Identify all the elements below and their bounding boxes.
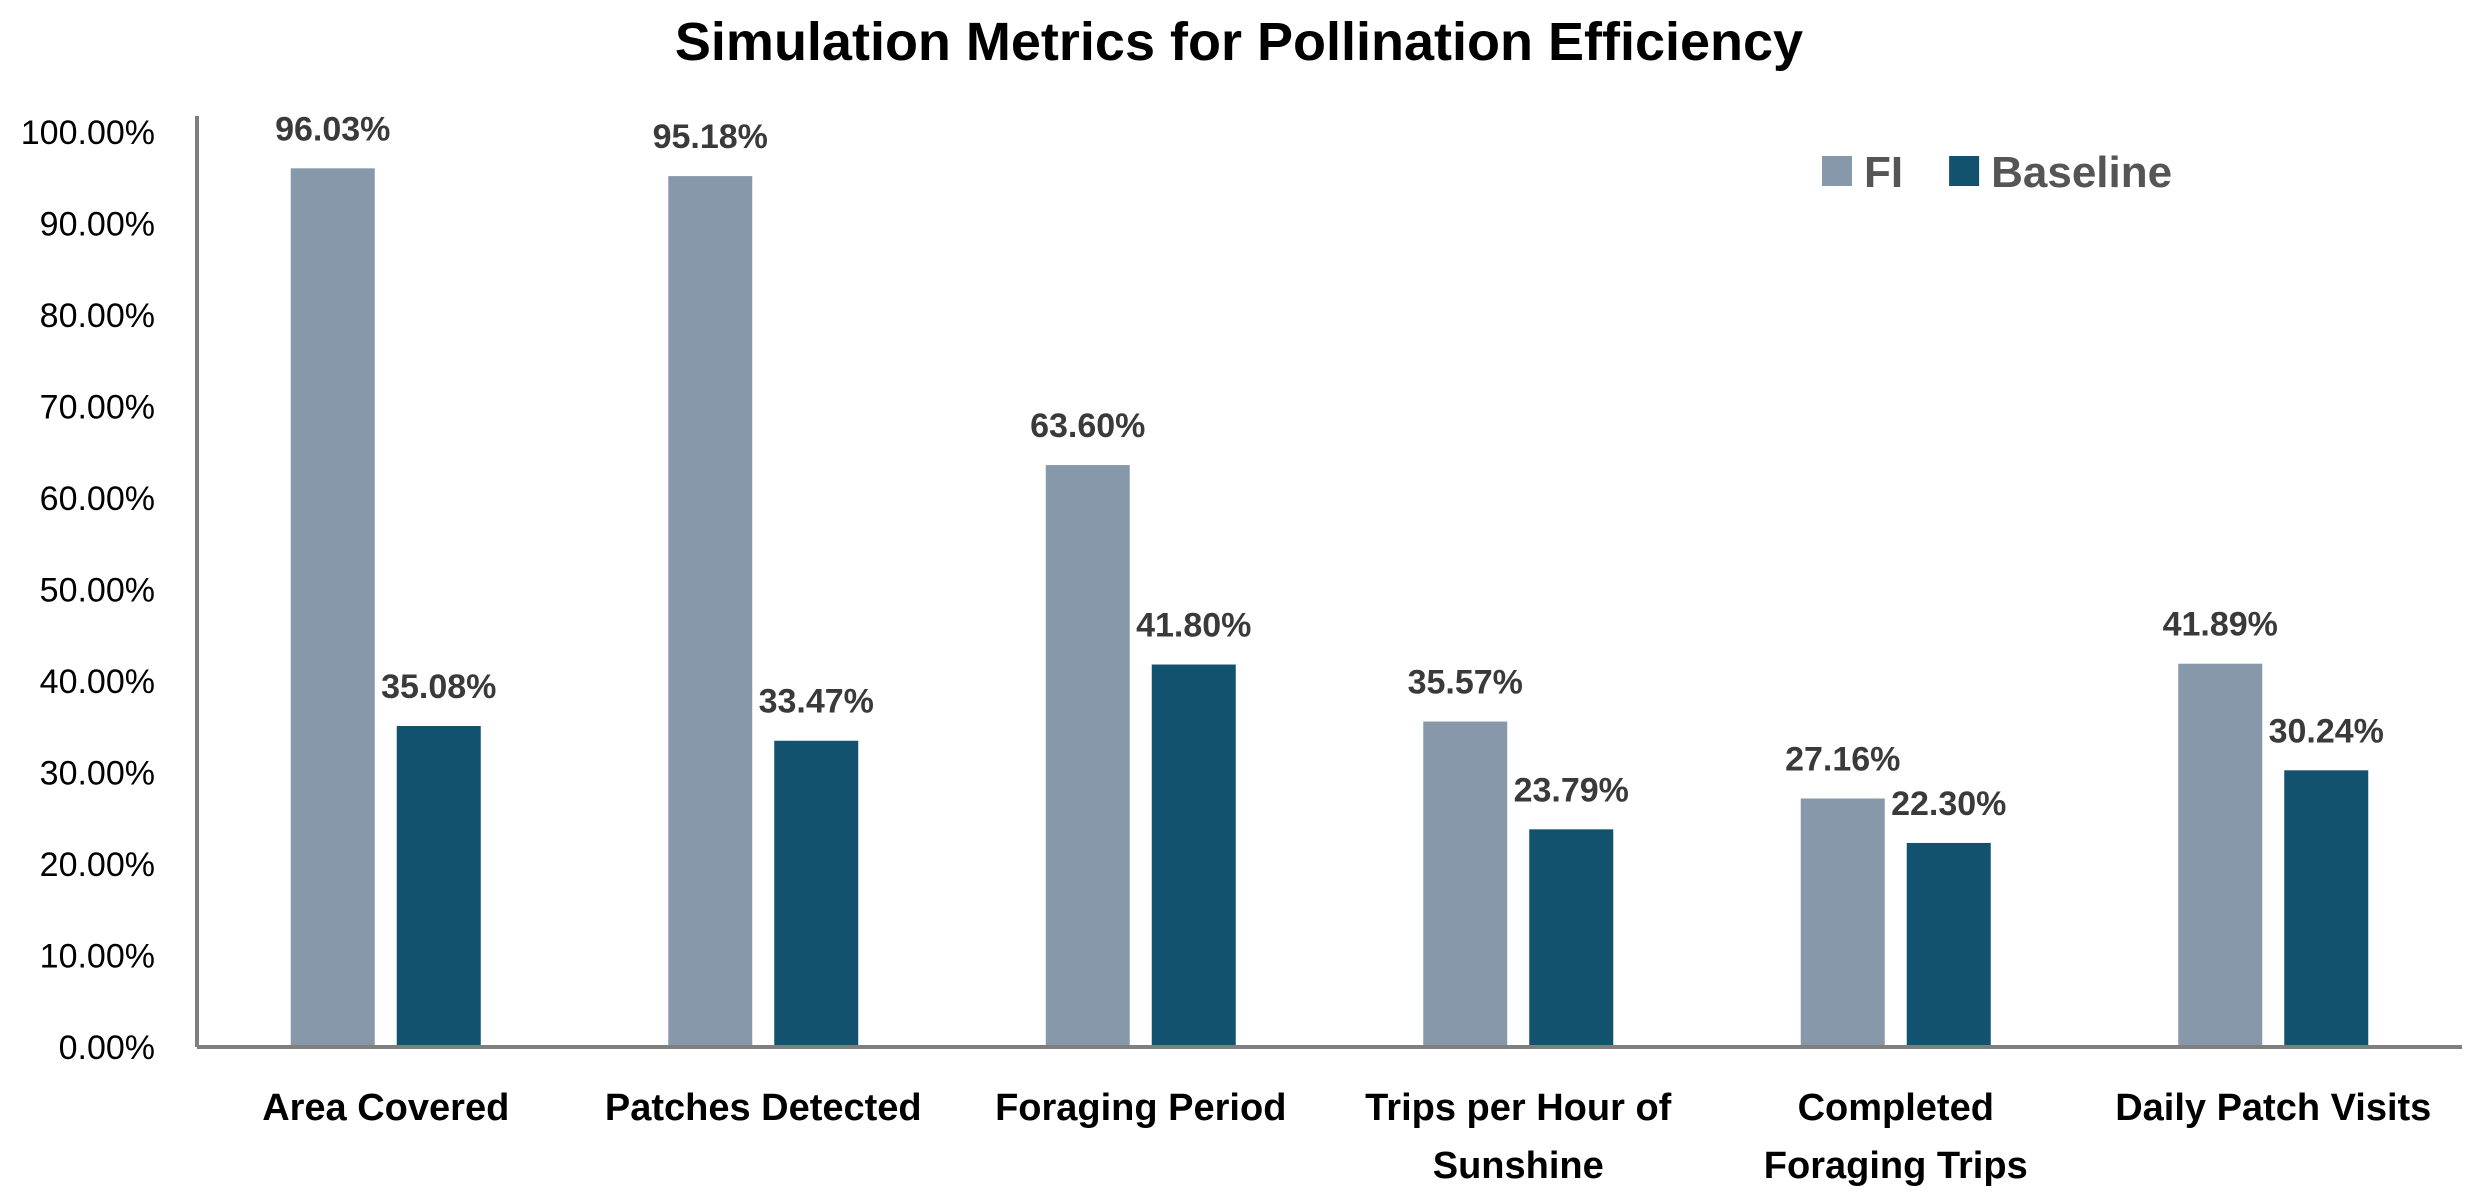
bar-baseline — [1529, 829, 1614, 1047]
bar-fi — [2178, 663, 2263, 1047]
bar-fi — [1800, 798, 1885, 1047]
data-label: 41.89% — [2163, 606, 2278, 644]
data-label: 96.03% — [275, 110, 390, 148]
y-tick-label: 50.00% — [40, 572, 155, 610]
bar-fi — [1045, 465, 1130, 1047]
data-label: 27.16% — [1785, 740, 1900, 778]
data-label: 23.79% — [1514, 771, 1629, 809]
y-tick-label: 10.00% — [40, 938, 155, 976]
legend-swatch — [1949, 156, 1980, 186]
y-tick-label: 80.00% — [40, 297, 155, 335]
x-tick-label: Completed Foraging Trips — [1764, 1087, 2028, 1187]
y-tick-label: 90.00% — [40, 206, 155, 244]
y-tick-label: 100.00% — [21, 114, 155, 152]
data-label: 35.57% — [1408, 664, 1523, 702]
bars — [290, 168, 2369, 1047]
data-label: 22.30% — [1891, 785, 2006, 823]
bar-baseline — [1906, 842, 1991, 1047]
legend: FI Baseline — [1822, 148, 2172, 197]
y-tick-label: 0.00% — [59, 1029, 155, 1067]
bar-baseline — [396, 726, 481, 1047]
y-tick-label: 40.00% — [40, 663, 155, 701]
bar-baseline — [2284, 770, 2369, 1047]
x-tick-label: Foraging Period — [995, 1087, 1286, 1129]
x-axis-ticks: Area Covered Patches Detected Foraging Per… — [262, 1087, 2431, 1187]
bar-fi — [668, 176, 753, 1047]
legend-label: Baseline — [1991, 148, 2172, 197]
data-labels: 96.03% 95.18% 63.60% 35.57% 27.16% 41.89% 35.0… — [275, 110, 2384, 823]
bar-fi — [290, 168, 375, 1047]
y-tick-label: 70.00% — [40, 389, 155, 427]
data-label: 30.24% — [2269, 712, 2384, 750]
y-tick-label: 60.00% — [40, 480, 155, 518]
bar-baseline — [1151, 664, 1236, 1047]
legend-swatch — [1822, 156, 1852, 186]
data-label: 63.60% — [1030, 407, 1145, 445]
y-tick-label: 30.00% — [40, 755, 155, 793]
bar-fi — [1423, 721, 1508, 1047]
x-tick-label: Trips per Hour of Sunshine — [1365, 1087, 1671, 1187]
x-tick-label: Area Covered — [262, 1087, 509, 1129]
x-tick-label: Patches Detected — [605, 1087, 922, 1129]
bar-baseline — [774, 740, 859, 1047]
data-label: 33.47% — [759, 683, 874, 721]
data-label: 35.08% — [381, 668, 496, 706]
legend-label: FI — [1864, 148, 1903, 197]
data-label: 95.18% — [653, 118, 768, 156]
data-label: 41.80% — [1136, 607, 1251, 645]
y-tick-label: 20.00% — [40, 846, 155, 884]
y-axis-ticks: 0.00% 10.00% 20.00% 30.00% 40.00% 50.00% 60.00… — [21, 114, 155, 1067]
x-tick-label: Daily Patch Visits — [2115, 1087, 2431, 1129]
chart-title: Simulation Metrics for Pollination Effic… — [675, 12, 1803, 72]
